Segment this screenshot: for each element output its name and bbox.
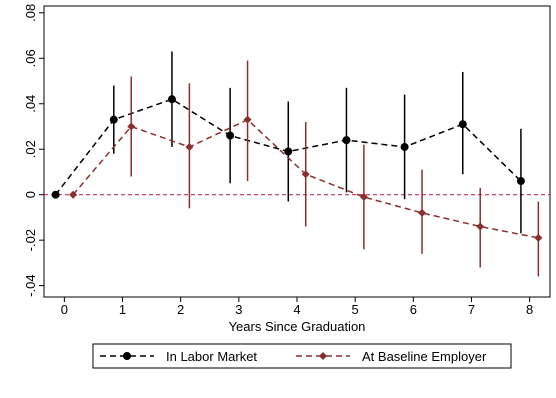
legend-marker bbox=[319, 352, 327, 360]
legend: In Labor Market At Baseline Employer bbox=[92, 343, 512, 369]
data-point bbox=[185, 142, 194, 151]
y-tick-label: .06 bbox=[23, 49, 38, 67]
plot-area bbox=[43, 5, 551, 298]
x-tick-label: 1 bbox=[119, 302, 126, 317]
data-point bbox=[476, 222, 485, 231]
x-tick-label: 2 bbox=[177, 302, 184, 317]
x-tick-label: 6 bbox=[410, 302, 417, 317]
data-point bbox=[301, 170, 310, 179]
data-point bbox=[516, 177, 525, 186]
data-point bbox=[400, 142, 409, 151]
legend-marker bbox=[123, 352, 131, 360]
data-point bbox=[534, 233, 543, 242]
x-tick-label: 0 bbox=[61, 302, 68, 317]
series-0 bbox=[51, 51, 525, 234]
series-1 bbox=[69, 60, 543, 277]
data-point bbox=[109, 115, 118, 124]
data-point bbox=[458, 120, 467, 129]
data-point bbox=[243, 115, 252, 124]
y-tick-label: -.04 bbox=[23, 274, 38, 296]
legend-label: At Baseline Employer bbox=[362, 349, 487, 364]
y-tick-label: -.02 bbox=[23, 229, 38, 251]
y-axis: -.04 -.02 0 .02 .04 .06 .08 bbox=[23, 4, 44, 297]
y-tick-label: 0 bbox=[23, 191, 38, 198]
x-tick-label: 3 bbox=[235, 302, 242, 317]
data-point bbox=[167, 95, 176, 104]
data-point bbox=[69, 190, 78, 199]
data-point bbox=[284, 147, 293, 156]
y-tick-label: .04 bbox=[23, 95, 38, 113]
data-point bbox=[51, 190, 60, 199]
data-point bbox=[226, 131, 235, 140]
x-tick-label: 7 bbox=[468, 302, 475, 317]
legend-label: In Labor Market bbox=[166, 349, 257, 364]
data-point bbox=[418, 208, 427, 217]
y-tick-label: .08 bbox=[23, 4, 38, 22]
series-layer bbox=[51, 51, 543, 277]
y-tick-label: .02 bbox=[23, 140, 38, 158]
x-tick-label: 8 bbox=[526, 302, 533, 317]
data-point bbox=[127, 122, 136, 131]
data-point bbox=[342, 136, 351, 145]
x-axis: 0 1 2 3 4 5 6 7 8 bbox=[61, 297, 533, 317]
x-tick-label: 5 bbox=[352, 302, 359, 317]
x-axis-title: Years Since Graduation bbox=[229, 319, 366, 334]
data-point bbox=[359, 192, 368, 201]
x-tick-label: 4 bbox=[293, 302, 300, 317]
